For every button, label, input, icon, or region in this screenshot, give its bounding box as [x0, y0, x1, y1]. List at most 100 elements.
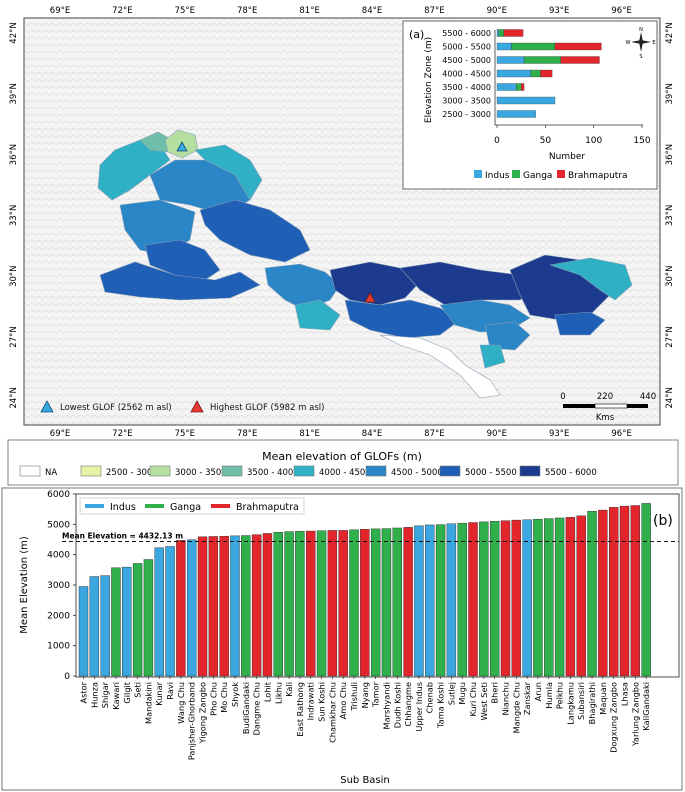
- bar-category-label: Zanskar: [522, 681, 532, 715]
- latitude-ticks-right: 42°N 39°N 36°N 33°N 30°N 27°N 24°N: [665, 22, 675, 408]
- bar: [176, 540, 186, 677]
- bar: [479, 521, 489, 677]
- lon-tick-top: 84°E: [362, 6, 382, 16]
- bar: [641, 503, 651, 677]
- bar: [100, 575, 110, 677]
- lon-tick-top: 78°E: [237, 6, 257, 16]
- bar: [338, 530, 348, 677]
- legend-swatch: [439, 465, 461, 477]
- bar-category-label: Likhu: [273, 682, 283, 704]
- inset-bar-segment: [496, 69, 531, 78]
- legend-swatch: [80, 465, 102, 477]
- bar: [457, 522, 467, 677]
- bar: [500, 520, 511, 677]
- bar-category-label: Shigar: [100, 681, 110, 708]
- bar: [251, 534, 262, 677]
- lowest-glof-label: Lowest GLOF (2562 m asl): [60, 403, 172, 413]
- basin-upper-indus: [199, 199, 311, 263]
- bar: [468, 522, 478, 677]
- lat-tick-left: 30°N: [9, 265, 19, 286]
- bar: [489, 521, 500, 677]
- lon-tick-bottom: 69°E: [50, 429, 70, 439]
- lowest-glof-legend-icon: [40, 400, 54, 413]
- lon-tick-top: 81°E: [299, 6, 319, 16]
- bar: [630, 505, 641, 677]
- bar: [327, 530, 338, 677]
- bar-category-label: Kawari: [111, 682, 121, 710]
- basin-polygons: [97, 129, 633, 399]
- bar-ytick-label: 2000: [47, 611, 70, 621]
- bar: [122, 566, 132, 677]
- inset-legend-ganga: Ganga: [523, 171, 552, 181]
- scale-tick-440: 440: [640, 392, 656, 402]
- highest-glof-marker: [364, 292, 376, 303]
- inset-bar-segment: [560, 56, 600, 64]
- bar-ylabel: Mean Elevation (m): [19, 536, 30, 634]
- bar-category-label: Bheri: [490, 682, 500, 703]
- bar-category-label: Seti: [133, 682, 143, 698]
- bar-category-labels: Astor Hunza Shigar Kawari Gilgit Seti Mandakin…: [79, 676, 651, 760]
- bar-category-label: Chhangme: [403, 682, 413, 727]
- elevation-legend: Mean elevation of GLOFs (m) NA 2500 - 300…: [7, 439, 679, 486]
- lat-tick-left: 24°N: [9, 387, 19, 408]
- inset-bar-segment: [496, 110, 536, 118]
- bar: [522, 519, 532, 677]
- bar: [392, 527, 402, 677]
- basin-nepal-east: [344, 299, 461, 339]
- lon-tick-top: 96°E: [611, 6, 631, 16]
- bar-yticks: 0 1000 2000 3000 4000 5000 6000: [47, 490, 76, 682]
- elevation-legend-title: Mean elevation of GLOFs (m): [262, 450, 422, 463]
- bar-category-label: Kali: [284, 682, 294, 697]
- bar-category-label: Bhagirathi: [587, 682, 597, 724]
- bar: [544, 518, 554, 677]
- bar-category-label: Lohit: [262, 681, 272, 702]
- inset-category-labels: 5500 - 6000 5000 - 5500 4500 - 5000 4000 - …: [442, 29, 491, 119]
- bar: [598, 509, 608, 677]
- bar: [576, 515, 586, 677]
- bar-category-label: Amo Chu: [338, 682, 348, 719]
- highest-glof-legend-icon: [190, 400, 204, 413]
- inset-category-label: 5500 - 6000: [442, 29, 491, 38]
- bar-category-label: Humla: [544, 682, 554, 709]
- scale-tick-220: 220: [597, 392, 613, 402]
- mean-elevation-label: Mean Elevation = 4432.13 m: [62, 532, 183, 541]
- bar-category-label: Lhasa: [620, 682, 630, 706]
- scale-bar: 0 220 440 Kms: [560, 392, 656, 423]
- basin-east-2: [484, 321, 531, 351]
- legend-class-label: 3500 - 4000: [247, 468, 299, 478]
- bar: [197, 536, 208, 677]
- bar-xlabel: Sub Basin: [340, 775, 390, 786]
- bar-category-label: Kunar: [154, 681, 164, 705]
- lon-tick-bottom: 78°E: [237, 429, 257, 439]
- inset-bar-segment: [496, 96, 556, 105]
- bar-category-label: Arun: [533, 682, 543, 701]
- bar-category-label: Ravi: [165, 682, 175, 700]
- bar-category-label: Sun Koshi: [317, 682, 327, 722]
- lon-tick-bottom: 84°E: [362, 429, 382, 439]
- lat-tick-right: 33°N: [665, 205, 675, 226]
- bar: [587, 511, 597, 677]
- legend-class-label: 4500 - 5000: [391, 468, 443, 478]
- inset-category-label: 3500 - 4000: [442, 83, 491, 92]
- bar-category-label: Tama Koshi: [436, 682, 446, 729]
- lon-tick-bottom: 72°E: [112, 429, 132, 439]
- inset-bar-segment: [503, 29, 524, 37]
- scale-unit: Kms: [596, 413, 615, 423]
- lat-tick-left: 27°N: [9, 326, 19, 347]
- bar: [511, 519, 521, 677]
- lat-tick-right: 36°N: [665, 144, 675, 165]
- legend-class-label: 4000 - 4500: [319, 468, 371, 478]
- bar-ytick-label: 0: [64, 672, 70, 682]
- lat-tick-right: 27°N: [665, 326, 675, 347]
- bar: [111, 567, 121, 677]
- bar: [360, 528, 370, 677]
- bar: [425, 524, 435, 677]
- bar: [295, 531, 305, 677]
- inset-xtick-label: 0: [494, 136, 500, 146]
- svg-text:N: N: [639, 27, 643, 33]
- legend-class-label: 5000 - 5500: [465, 468, 517, 478]
- bar: [370, 528, 381, 677]
- map-panel: 69°E 72°E 75°E 78°E 81°E 84°E 87°E 90°E 93°E 96°E…: [7, 6, 679, 486]
- bar-category-label: Gilgit: [122, 681, 132, 703]
- lowest-glof-marker: [176, 141, 188, 152]
